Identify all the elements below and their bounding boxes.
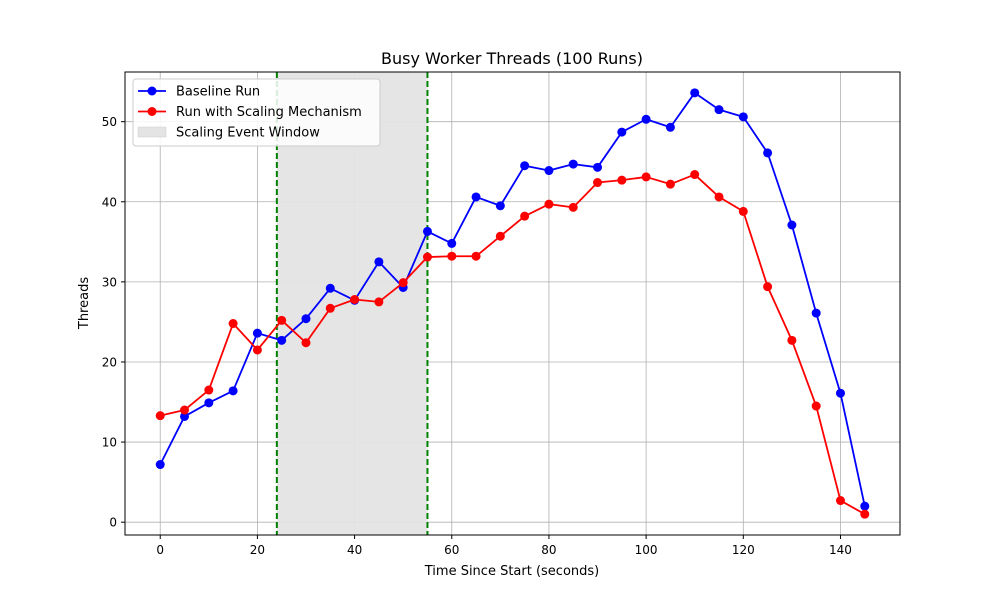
data-point (690, 88, 700, 98)
data-point (155, 411, 165, 421)
data-point (495, 231, 505, 241)
legend-box (132, 78, 381, 147)
data-point (180, 405, 190, 415)
data-point (787, 335, 797, 345)
data-point (447, 238, 457, 248)
data-point (495, 201, 505, 211)
y-tick-label: 20 (102, 355, 117, 369)
data-point (714, 192, 724, 202)
data-point (763, 282, 773, 292)
x-tick-label: 100 (635, 543, 658, 557)
axes: 0 20 40 60 80 100 120 140 0 10 20 30 40 50 (102, 71, 901, 557)
data-point (301, 338, 311, 348)
data-point (568, 159, 578, 169)
data-point (860, 509, 870, 519)
plot-frame (124, 71, 901, 536)
data-point (617, 175, 627, 185)
data-point (252, 328, 262, 338)
data-point (811, 308, 821, 318)
data-point (665, 179, 675, 189)
series (155, 88, 870, 519)
data-point (277, 315, 287, 325)
y-tick-label: 50 (102, 115, 117, 129)
x-tick-label: 120 (732, 543, 755, 557)
data-point (520, 211, 530, 221)
y-tick-label: 10 (102, 436, 117, 450)
data-point (277, 335, 287, 345)
legend-label: Scaling Event Window (176, 126, 320, 141)
data-point (422, 252, 432, 262)
data-point (641, 114, 651, 124)
data-point (228, 386, 238, 396)
data-point (544, 199, 554, 209)
y-tick-label: 40 (102, 195, 117, 209)
data-point (763, 148, 773, 158)
data-point (738, 206, 748, 216)
data-point (398, 278, 408, 288)
data-point (228, 319, 238, 329)
data-point (617, 127, 627, 137)
x-tick-label: 20 (250, 543, 265, 557)
data-point (811, 401, 821, 411)
data-point (641, 172, 651, 182)
data-point (471, 251, 481, 261)
data-point (835, 388, 845, 398)
x-tick-label: 80 (541, 543, 556, 557)
data-point (374, 297, 384, 307)
data-point (180, 411, 190, 421)
data-point (155, 460, 165, 470)
data-point (447, 251, 457, 261)
legend-label: Run with Scaling Mechanism (176, 105, 362, 120)
legend-swatch-marker (147, 107, 157, 116)
data-point (204, 385, 214, 395)
data-point (422, 226, 432, 236)
legend-swatch-region (137, 126, 167, 138)
data-point (714, 105, 724, 115)
data-point (350, 294, 360, 304)
x-tick-label: 140 (829, 543, 852, 557)
data-point (544, 166, 554, 176)
y-tick-label: 30 (102, 275, 117, 289)
data-point (301, 314, 311, 324)
data-point (325, 283, 335, 293)
legend-swatch-marker (147, 86, 157, 96)
data-point (738, 112, 748, 122)
x-tick-label: 40 (347, 543, 362, 557)
data-point (787, 220, 797, 230)
data-point (471, 192, 481, 202)
data-point (520, 161, 530, 171)
x-tick-label: 0 (156, 543, 164, 557)
chart-title: Busy Worker Threads (100 Runs) (381, 49, 643, 68)
series-line-2 (160, 173, 866, 515)
data-point (593, 178, 603, 188)
y-tick-label: 0 (109, 516, 117, 530)
data-point (690, 170, 700, 180)
data-point (860, 501, 870, 511)
legend: Baseline Run Run with Scaling Mechanism Sc… (132, 78, 381, 147)
y-axis-label: Threads (77, 277, 92, 330)
x-axis-label: Time Since Start (seconds) (424, 564, 600, 579)
data-point (593, 162, 603, 172)
data-point (252, 345, 262, 355)
legend-label: Baseline Run (176, 85, 260, 100)
data-point (204, 398, 214, 408)
x-tick-label: 60 (444, 543, 459, 557)
data-point (325, 303, 335, 313)
data-point (835, 496, 845, 506)
data-point (374, 257, 384, 267)
data-point (568, 202, 578, 212)
data-point (665, 122, 675, 132)
